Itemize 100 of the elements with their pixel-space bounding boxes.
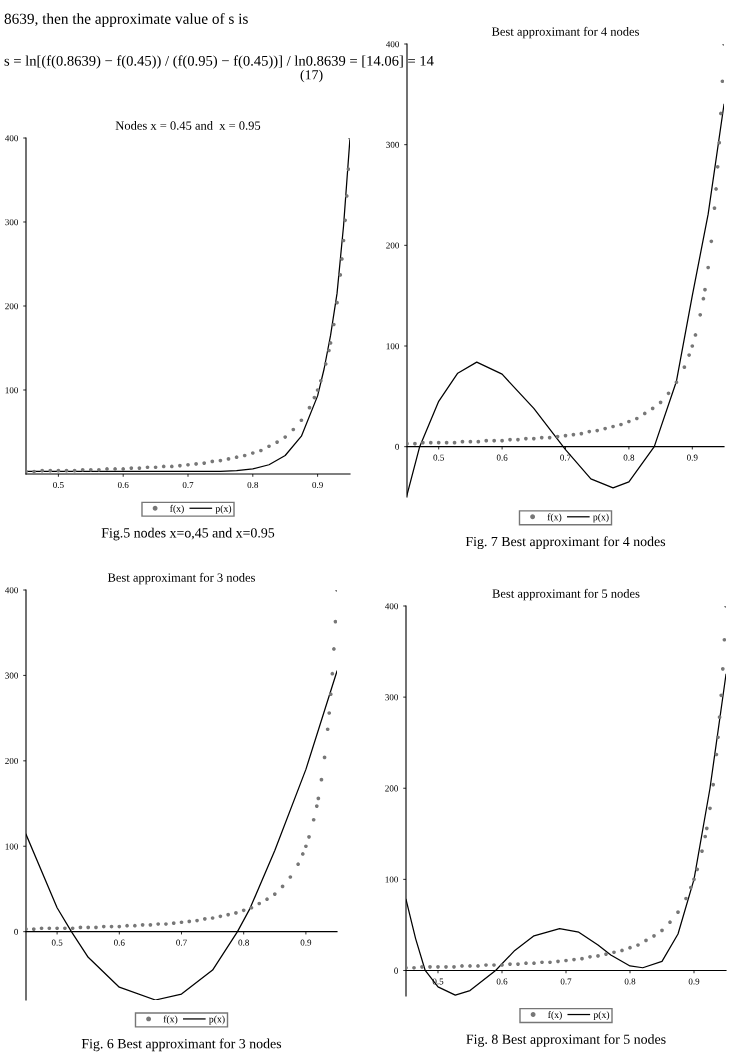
point [323, 362, 328, 366]
point [588, 954, 592, 959]
point [267, 444, 271, 449]
point [101, 924, 106, 929]
y-tick-label: 200 [386, 242, 400, 249]
point [627, 419, 631, 424]
point [572, 957, 576, 962]
y-tick-label: 200 [385, 785, 399, 792]
x-tick-label: 0.6 [496, 978, 508, 985]
point [421, 440, 425, 445]
y-tick-label: 400 [5, 587, 19, 594]
point [164, 922, 168, 926]
point [548, 960, 552, 965]
point [717, 715, 722, 720]
point [695, 867, 700, 872]
y-tick-label: 300 [5, 219, 19, 226]
x-tick-label: 0.6 [117, 481, 129, 489]
point [412, 965, 416, 970]
point [187, 919, 192, 924]
legend-label: p(x) [215, 504, 232, 514]
y-tick-label: 400 [5, 135, 19, 142]
point [171, 921, 176, 925]
point [307, 835, 311, 839]
x-tick-label: 0.6 [114, 939, 125, 946]
x-tick-label: 0.8 [238, 939, 249, 946]
point [595, 428, 600, 433]
point [210, 916, 215, 920]
point [86, 925, 91, 930]
point [145, 465, 150, 470]
point [492, 438, 497, 443]
point [717, 140, 722, 145]
x-tick-label: 0.9 [300, 939, 312, 946]
chart-title: Best approximant for 3 nodes [107, 572, 255, 585]
x-tick-label: 0.9 [688, 978, 700, 985]
point [195, 918, 199, 923]
point [346, 167, 350, 171]
caption: Fig. 8 Best approximant for 5 nodes [466, 1034, 666, 1047]
point [331, 322, 336, 327]
x-tick-label: 0.9 [312, 481, 323, 489]
point [580, 956, 584, 961]
point [642, 411, 647, 416]
point [265, 897, 269, 902]
point [556, 959, 560, 964]
point [540, 960, 544, 965]
point [249, 905, 254, 910]
text: 8639, then the approximate value of s is [4, 12, 248, 28]
point [291, 427, 296, 432]
point [314, 804, 319, 808]
point [492, 963, 496, 967]
point [137, 466, 142, 470]
point [194, 462, 198, 466]
point [63, 926, 67, 931]
point [620, 948, 624, 953]
point [587, 429, 592, 434]
point [704, 826, 709, 831]
point [299, 418, 304, 423]
legend-label: p(x) [593, 1011, 610, 1021]
point [719, 693, 724, 698]
point [325, 727, 330, 732]
point [335, 300, 339, 305]
point [311, 817, 316, 822]
point [436, 965, 440, 969]
point [619, 422, 623, 427]
point [524, 436, 528, 441]
point [484, 963, 488, 967]
x-tick-label: 0.7 [560, 454, 571, 461]
point [703, 834, 708, 839]
y-tick-label: 200 [5, 303, 19, 310]
point [156, 922, 161, 926]
point [531, 436, 536, 441]
point [328, 341, 333, 345]
x-tick-label: 0.7 [560, 978, 572, 985]
point [500, 438, 504, 443]
point [703, 287, 707, 292]
point [129, 466, 134, 470]
point [668, 920, 672, 925]
point [539, 435, 544, 440]
point [596, 954, 600, 958]
point [153, 465, 158, 470]
point [113, 467, 117, 471]
legend-label: f(x) [163, 1015, 178, 1025]
point [460, 964, 464, 968]
legend-label: f(x) [547, 513, 562, 523]
point [693, 333, 698, 337]
x-tick-label: 0.7 [182, 481, 194, 489]
point [210, 459, 215, 464]
point [468, 964, 472, 968]
text: (17) [300, 69, 323, 83]
x-tick-label: 0.7 [176, 939, 187, 946]
chart-title: Nodes x = 0.45 and x = 0.95 [115, 120, 261, 130]
point [508, 962, 512, 966]
point [564, 958, 568, 963]
point [178, 463, 182, 468]
point [327, 348, 331, 353]
point [604, 952, 608, 956]
x-tick-label: 0.8 [624, 978, 636, 985]
point [716, 735, 720, 740]
point [39, 926, 44, 931]
point [48, 468, 53, 473]
point [436, 440, 441, 445]
